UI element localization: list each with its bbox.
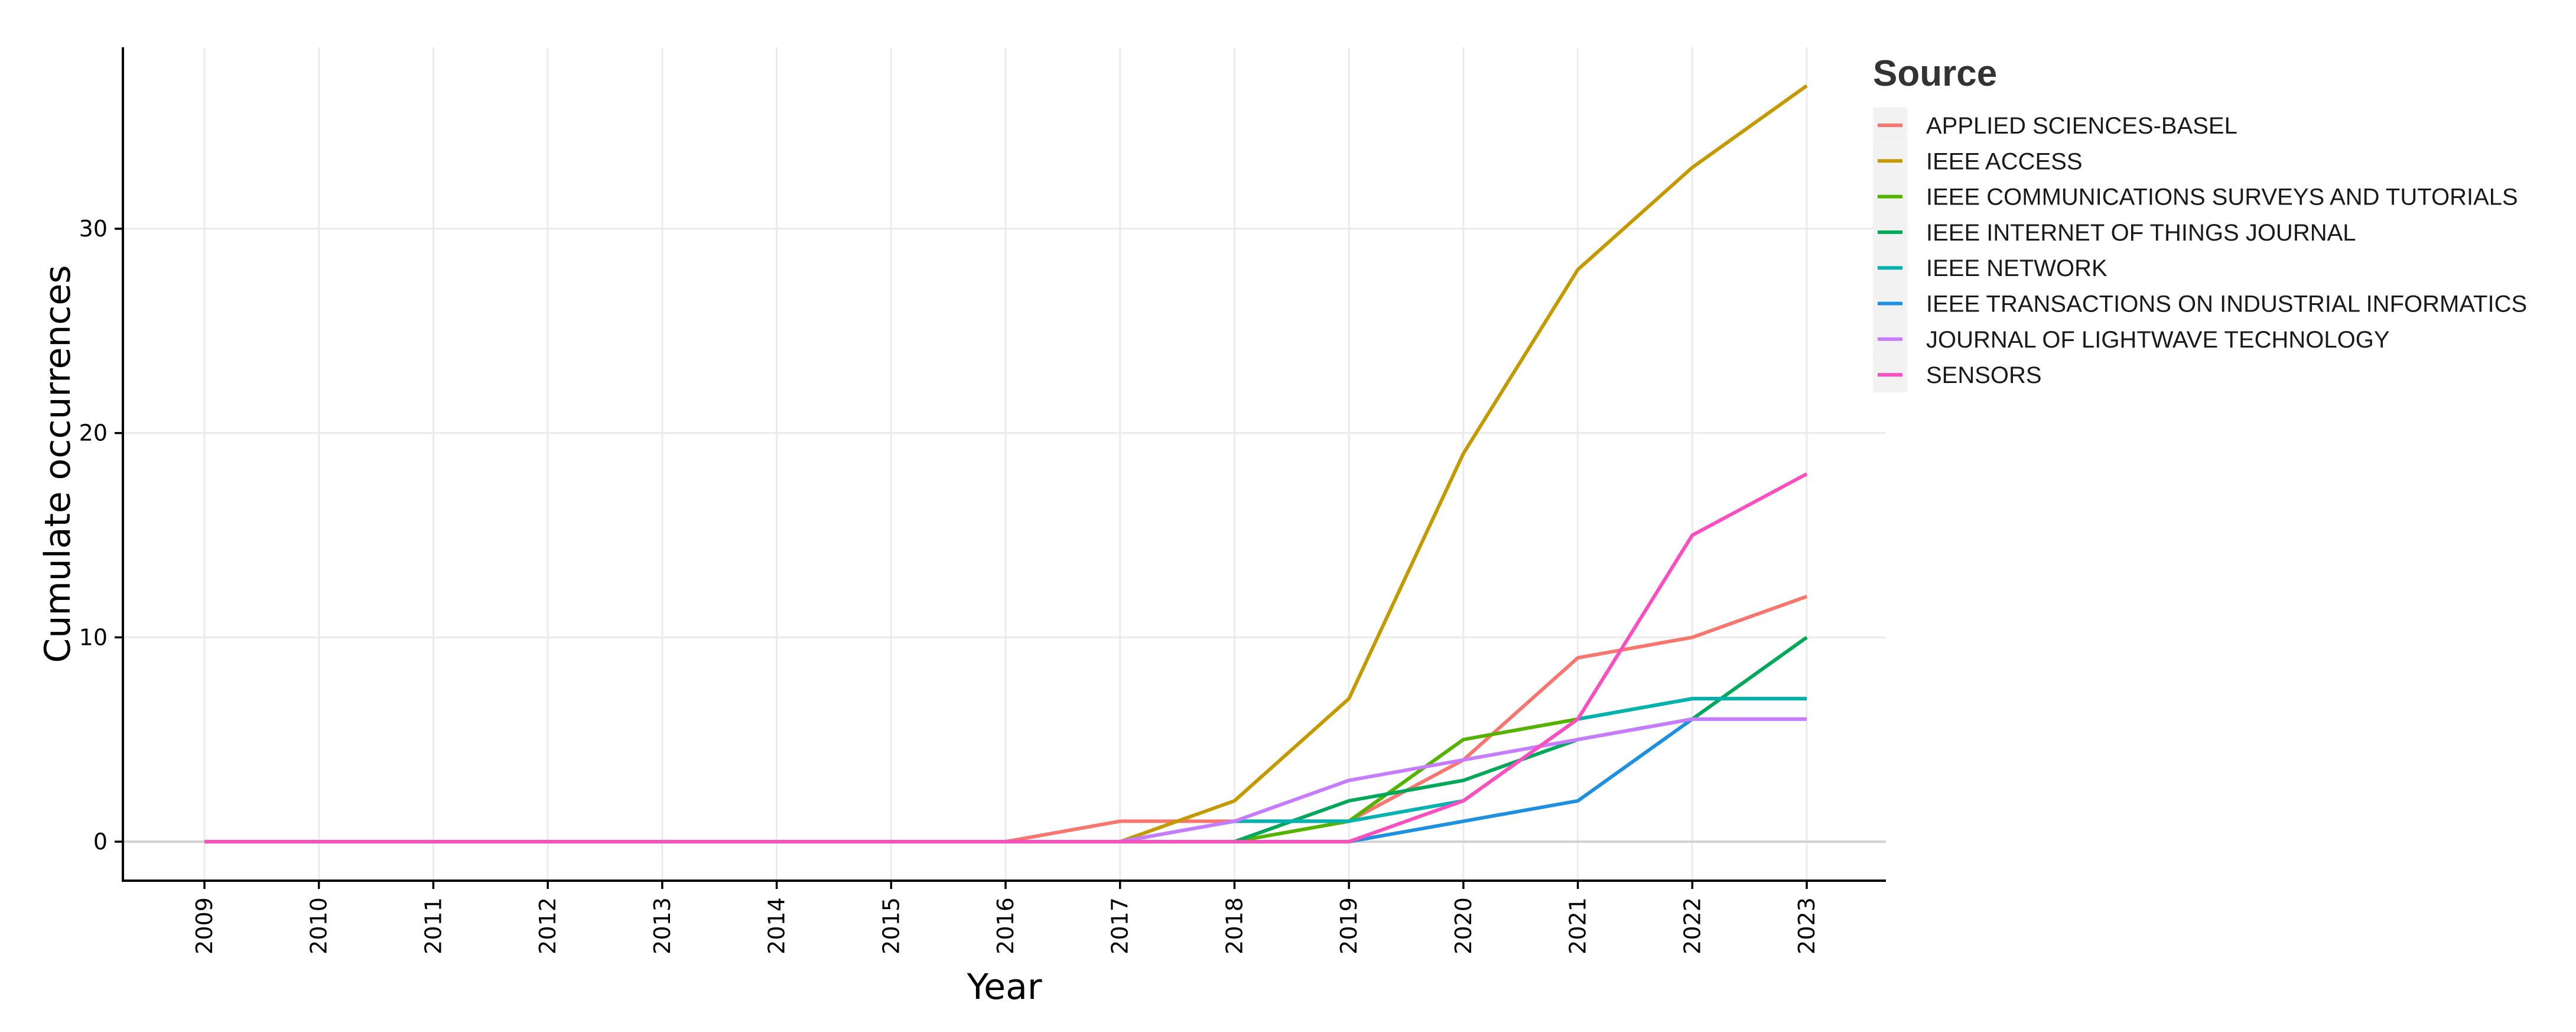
series-lines [204, 84, 1808, 843]
legend-item: IEEE ACCESS [1873, 143, 2083, 179]
legend-label: IEEE TRANSACTIONS ON INDUSTRIAL INFORMAT… [1926, 291, 2527, 317]
y-tick-label: 30 [79, 216, 108, 242]
y-axis-ticks: 0 10 20 30 [79, 216, 123, 855]
legend-item: IEEE COMMUNICATIONS SURVEYS AND TUTORIAL… [1873, 179, 2518, 215]
legend-label: APPLIED SCIENCES-BASEL [1926, 113, 2237, 139]
x-tick-label: 2023 [1794, 897, 1820, 955]
x-tick-label: 2015 [878, 897, 904, 955]
legend-item: IEEE TRANSACTIONS ON INDUSTRIAL INFORMAT… [1873, 285, 2527, 322]
legend-label: IEEE INTERNET OF THINGS JOURNAL [1926, 220, 2356, 246]
legend-item: IEEE INTERNET OF THINGS JOURNAL [1873, 214, 2356, 250]
legend-items: APPLIED SCIENCES-BASEL IEEE ACCESS IEEE CO… [1873, 108, 2527, 393]
legend-item: JOURNAL OF LIGHTWAVE TECHNOLOGY [1873, 321, 2390, 357]
grid [123, 47, 1886, 881]
x-tick-label: 2017 [1107, 897, 1133, 955]
x-tick-label: 2018 [1221, 897, 1247, 955]
legend: Source APPLIED SCIENCES-BASEL IEEE ACCESS… [1873, 53, 2527, 393]
y-tick-label: 0 [93, 829, 108, 855]
legend-item: IEEE NETWORK [1873, 250, 2107, 286]
legend-item: APPLIED SCIENCES-BASEL [1873, 108, 2237, 143]
x-tick-label: 2013 [649, 897, 675, 955]
legend-label: JOURNAL OF LIGHTWAVE TECHNOLOGY [1926, 327, 2390, 353]
x-tick-label: 2009 [191, 897, 217, 955]
x-tick-label: 2012 [535, 897, 561, 955]
legend-title: Source [1873, 53, 1997, 94]
legend-label: IEEE ACCESS [1926, 148, 2083, 174]
legend-label: IEEE NETWORK [1926, 255, 2107, 281]
x-axis-ticks: 2009 2010 2011 2012 2013 2014 2015 2016 2017 2018… [191, 881, 1820, 955]
x-tick-label: 2011 [420, 897, 446, 955]
y-axis-title: Cumulate occurrences [37, 265, 79, 663]
x-tick-label: 2019 [1336, 897, 1362, 955]
series-line [204, 472, 1808, 843]
x-tick-label: 2022 [1679, 897, 1705, 955]
x-tick-label: 2021 [1565, 897, 1591, 955]
legend-label: IEEE COMMUNICATIONS SURVEYS AND TUTORIAL… [1926, 184, 2518, 210]
x-axis-title: Year [966, 966, 1042, 1008]
x-tick-label: 2020 [1450, 897, 1476, 955]
y-tick-label: 20 [79, 420, 108, 446]
y-tick-label: 10 [79, 624, 108, 650]
legend-item: SENSORS [1873, 357, 2042, 393]
x-tick-label: 2014 [764, 897, 790, 955]
x-tick-label: 2016 [993, 897, 1019, 955]
x-tick-label: 2010 [306, 897, 332, 955]
axes [122, 47, 1886, 882]
legend-label: SENSORS [1926, 362, 2042, 388]
